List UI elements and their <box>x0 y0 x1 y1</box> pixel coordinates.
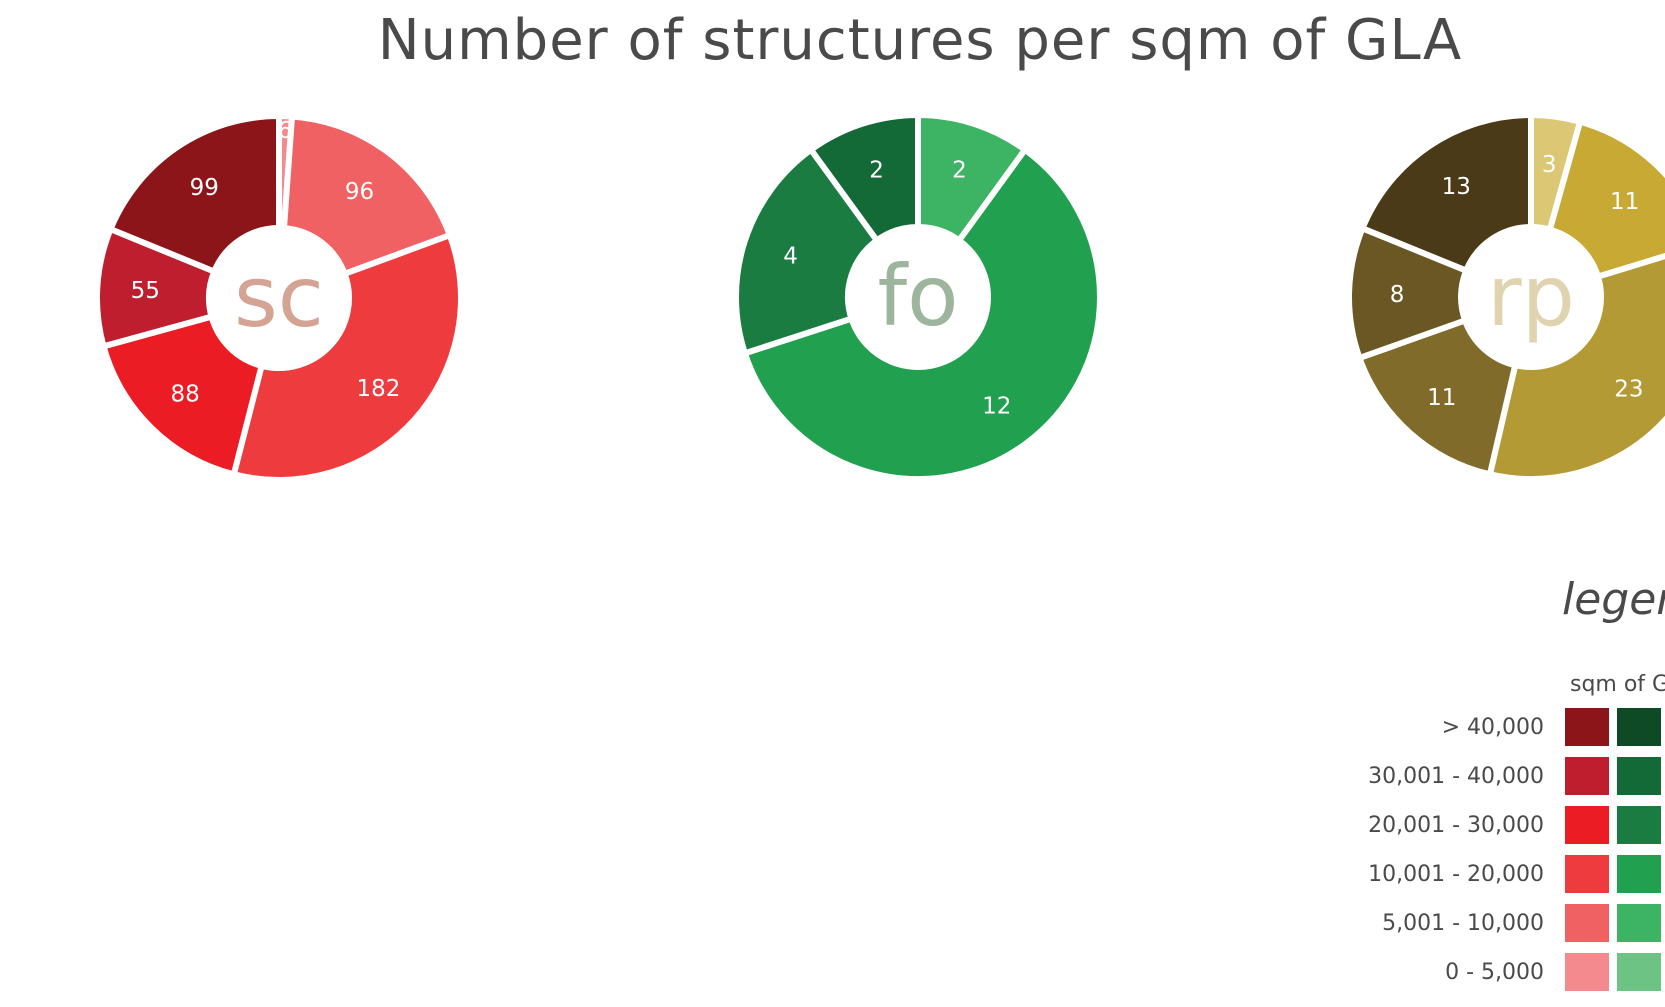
legend-row: 10,001 - 20,000 <box>1300 855 1665 893</box>
slice-fo-3 <box>808 112 921 244</box>
legend-swatch <box>1565 757 1609 795</box>
slice-fo-1 <box>741 146 1103 482</box>
legend-range-label: 5,001 - 10,000 <box>1382 911 1544 936</box>
legend-row: 0 - 5,000 <box>1300 953 1665 991</box>
slice-rp-5 <box>1359 112 1534 274</box>
donut-chart-sc: 6 96 182 88 55 99 sc <box>94 113 464 483</box>
legend-range-label: 10,001 - 20,000 <box>1368 862 1544 887</box>
slice-rp-1 <box>1546 118 1665 280</box>
legend-swatch <box>1617 855 1661 893</box>
legend-range-label: 30,001 - 40,000 <box>1368 764 1544 789</box>
slice-sc-5 <box>107 113 282 275</box>
slice-label-sc-5: 99 <box>190 175 219 201</box>
legend-swatch <box>1617 953 1661 991</box>
slice-label-sc-0: 6 <box>278 118 293 144</box>
slice-sc-3 <box>100 313 265 478</box>
legend-swatch <box>1617 757 1661 795</box>
legend-swatch <box>1617 904 1661 942</box>
slice-sc-2 <box>230 232 464 483</box>
legend-swatch <box>1565 904 1609 942</box>
legend-range-label: 0 - 5,000 <box>1445 960 1544 985</box>
legend-header: sqm of GLA <box>1570 672 1665 697</box>
center-label-rp: rp <box>1487 247 1575 345</box>
slice-label-fo-1: 12 <box>982 393 1011 419</box>
legend-title: legend <box>1562 574 1665 625</box>
slice-label-fo-2: 4 <box>783 244 798 270</box>
slice-label-sc-4: 55 <box>131 278 160 304</box>
slice-label-rp-2: 23 <box>1614 376 1643 402</box>
legend-row: 20,001 - 30,000 <box>1300 806 1665 844</box>
legend-row: > 40,000 <box>1300 708 1665 746</box>
donut-chart-rp: 3 11 23 11 8 13 rp <box>1346 112 1665 482</box>
legend-range-label: 20,001 - 30,000 <box>1368 813 1544 838</box>
legend-swatch <box>1565 806 1609 844</box>
legend-swatch <box>1565 855 1609 893</box>
slice-label-rp-3: 11 <box>1427 385 1456 411</box>
legend-swatch <box>1565 708 1609 746</box>
legend-swatch <box>1617 806 1661 844</box>
chart-title: Number of structures per sqm of GLA <box>377 8 1463 73</box>
slice-rp-2 <box>1486 253 1665 482</box>
slice-sc-1 <box>281 113 453 277</box>
legend-row: 30,001 - 40,000 <box>1300 757 1665 795</box>
slice-label-sc-1: 96 <box>345 179 374 205</box>
slice-label-rp-0: 3 <box>1542 152 1557 178</box>
legend-swatch <box>1617 708 1661 746</box>
legend-row: 5,001 - 10,000 <box>1300 904 1665 942</box>
center-label-fo: fo <box>878 247 959 345</box>
slice-fo-2 <box>733 146 880 357</box>
slice-rp-3 <box>1356 317 1519 478</box>
center-label-sc: sc <box>234 248 324 346</box>
donut-chart-fo: 2 12 4 2 fo <box>733 112 1103 482</box>
slice-label-fo-0: 2 <box>952 158 967 184</box>
slice-label-sc-3: 88 <box>170 382 199 408</box>
slice-label-rp-5: 13 <box>1442 174 1471 200</box>
slice-label-sc-2: 182 <box>356 376 400 402</box>
slice-label-rp-1: 11 <box>1610 189 1639 215</box>
slice-label-rp-4: 8 <box>1390 282 1405 308</box>
slice-label-fo-3: 2 <box>869 158 884 184</box>
legend-range-label: > 40,000 <box>1441 715 1544 740</box>
legend-swatch <box>1565 953 1609 991</box>
